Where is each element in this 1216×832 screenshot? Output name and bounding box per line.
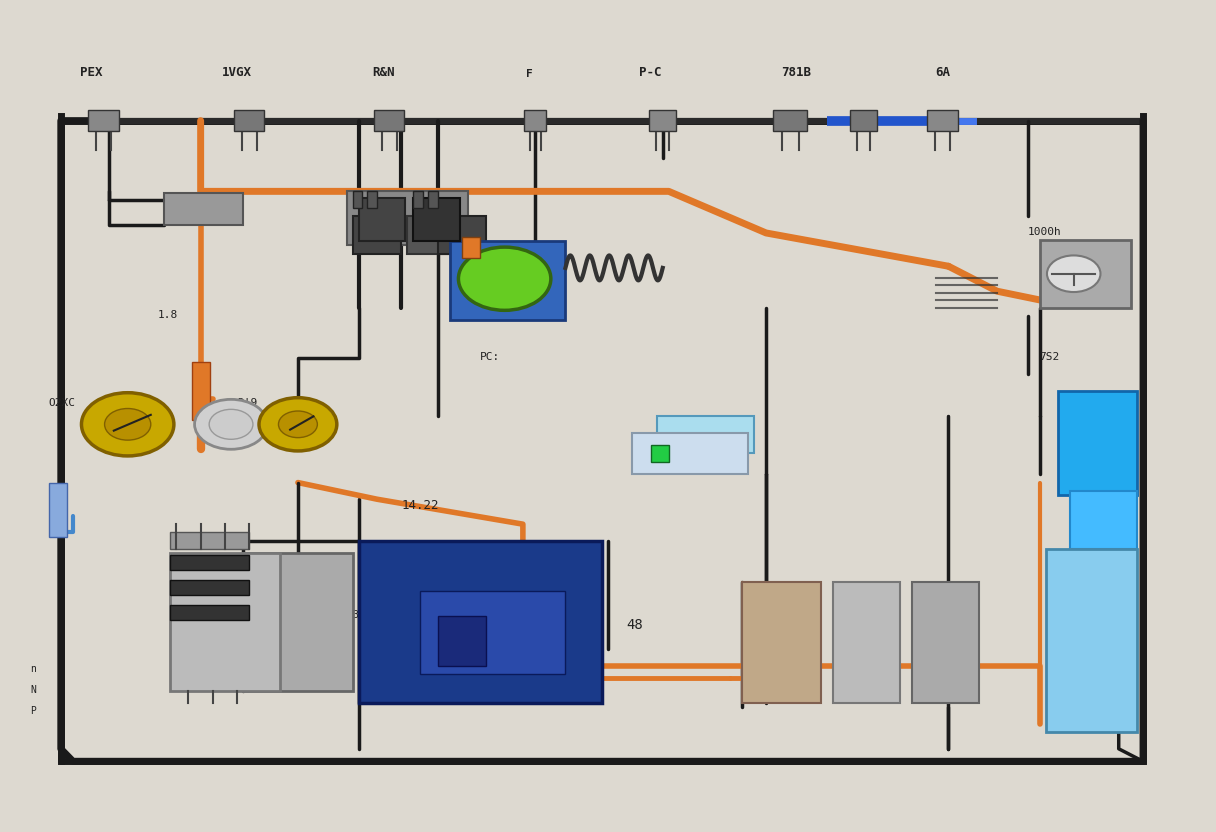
Text: 7S2: 7S2 xyxy=(1040,352,1060,362)
Bar xyxy=(353,216,401,254)
Bar xyxy=(192,362,210,420)
Text: P: P xyxy=(30,706,36,716)
Circle shape xyxy=(1047,255,1100,292)
Text: 1000h: 1000h xyxy=(1028,227,1062,237)
Text: 14.22: 14.22 xyxy=(401,498,439,512)
Bar xyxy=(49,483,67,537)
Text: N: N xyxy=(30,685,36,695)
Bar xyxy=(428,191,438,208)
Bar xyxy=(233,110,264,131)
Bar xyxy=(833,582,900,703)
Text: PC:: PC: xyxy=(480,352,501,362)
Bar xyxy=(742,582,821,703)
Text: R&N: R&N xyxy=(372,66,394,79)
Bar xyxy=(657,416,754,453)
Circle shape xyxy=(105,409,151,440)
Bar xyxy=(413,198,460,241)
Text: 48: 48 xyxy=(626,618,643,632)
Circle shape xyxy=(278,411,317,438)
Bar xyxy=(651,445,669,462)
Text: D'9: D'9 xyxy=(237,398,258,408)
Circle shape xyxy=(81,393,174,456)
Bar xyxy=(632,433,748,474)
Text: 3V9: 3V9 xyxy=(353,610,370,620)
Circle shape xyxy=(209,409,253,439)
Bar xyxy=(649,110,676,131)
Bar xyxy=(170,553,280,691)
Bar xyxy=(413,191,423,208)
Bar xyxy=(912,582,979,703)
Text: O2XC: O2XC xyxy=(49,398,75,408)
Bar xyxy=(164,193,243,225)
Bar xyxy=(89,110,119,131)
Bar xyxy=(359,198,405,241)
Text: 1VGX: 1VGX xyxy=(223,66,252,79)
Bar xyxy=(438,216,486,254)
Bar xyxy=(347,191,468,245)
Text: 1.8: 1.8 xyxy=(158,310,179,320)
Bar xyxy=(438,616,486,666)
Bar xyxy=(524,110,546,131)
Bar xyxy=(1046,549,1137,732)
Circle shape xyxy=(195,399,268,449)
Bar xyxy=(359,541,602,703)
Text: 6A: 6A xyxy=(935,66,950,79)
Bar xyxy=(1070,491,1137,549)
Bar xyxy=(353,191,362,208)
Bar xyxy=(243,553,353,691)
Text: n: n xyxy=(30,664,36,674)
Bar xyxy=(420,591,565,674)
Bar xyxy=(170,555,249,570)
Text: 4J1S: 4J1S xyxy=(1064,468,1087,478)
Text: 781B: 781B xyxy=(782,66,811,79)
Circle shape xyxy=(259,398,337,451)
Bar xyxy=(927,110,958,131)
Circle shape xyxy=(458,247,551,310)
Bar xyxy=(170,605,249,620)
Bar xyxy=(407,216,450,254)
Text: PEX: PEX xyxy=(80,66,102,79)
Text: F: F xyxy=(525,69,533,79)
Bar xyxy=(170,580,249,595)
Text: Z-h9: Z-h9 xyxy=(328,643,351,653)
Bar xyxy=(1058,391,1137,495)
Bar xyxy=(850,110,877,131)
Bar xyxy=(1040,240,1131,308)
Bar xyxy=(462,237,480,258)
Text: IV: IV xyxy=(1064,440,1079,453)
Bar xyxy=(450,241,565,320)
Bar xyxy=(773,110,807,131)
Bar xyxy=(375,110,404,131)
Text: P-C: P-C xyxy=(640,66,662,79)
Bar xyxy=(367,191,377,208)
Text: Z2: Z2 xyxy=(772,639,786,649)
Text: CP9: CP9 xyxy=(663,443,683,453)
Bar xyxy=(170,532,249,549)
